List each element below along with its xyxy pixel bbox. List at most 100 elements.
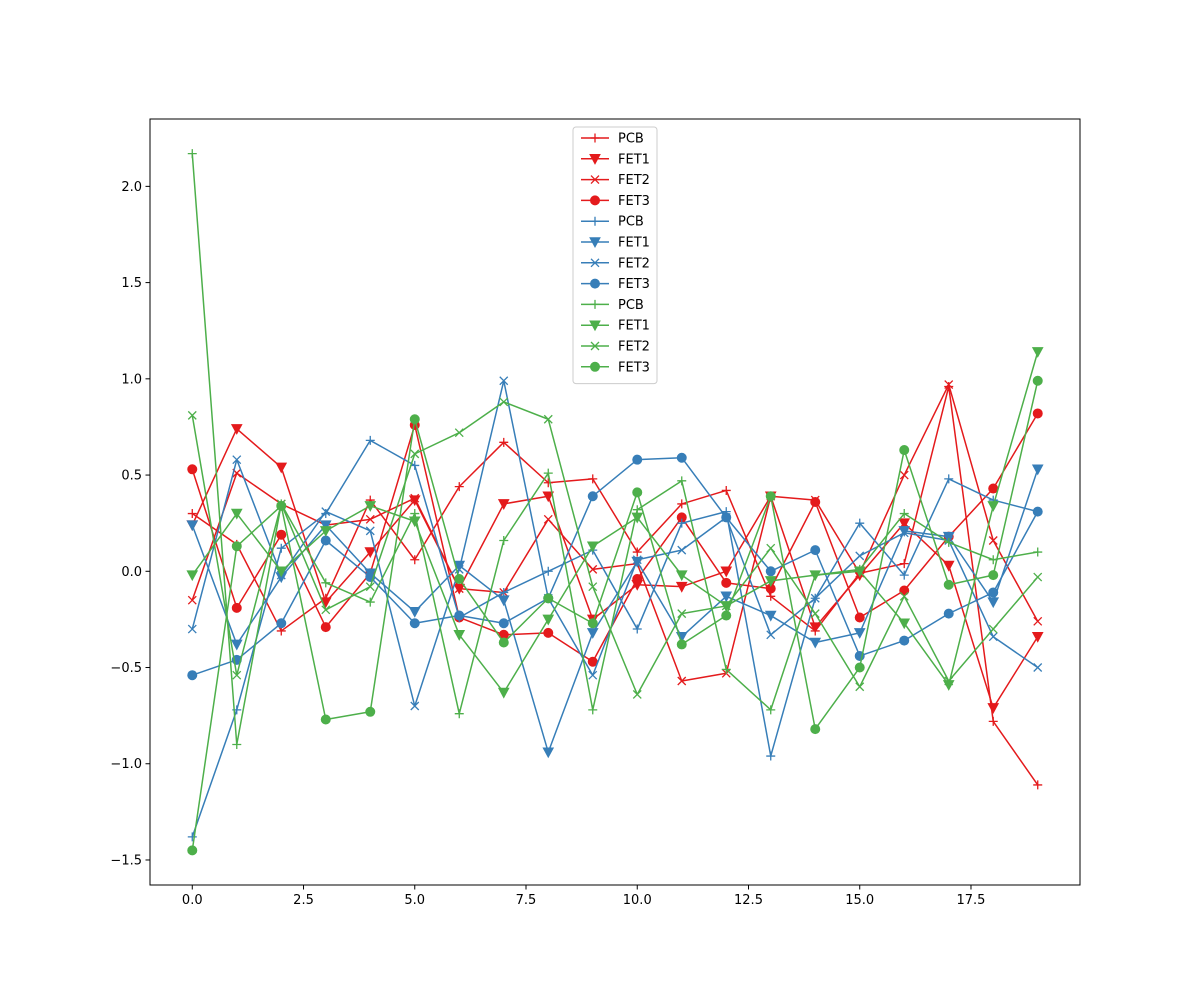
- data-point: [365, 526, 375, 536]
- data-point: [809, 570, 822, 582]
- data-point: [588, 564, 598, 574]
- series-2: [187, 380, 1043, 686]
- y-tick-label: 2.0: [121, 180, 142, 195]
- series-line: [191, 351, 1039, 694]
- data-point: [987, 597, 1000, 609]
- x-tick-label: 10.0: [623, 893, 652, 908]
- data-point: [187, 509, 197, 519]
- data-point: [453, 630, 466, 641]
- data-point: [586, 541, 599, 553]
- x-tick-label: 0.0: [182, 893, 203, 908]
- legend-label: FET2: [618, 340, 650, 355]
- legend-label: FET1: [618, 236, 650, 251]
- data-point: [588, 582, 598, 592]
- series-0: [187, 382, 1043, 790]
- data-point: [497, 687, 510, 699]
- data-point: [410, 460, 420, 470]
- data-point: [276, 500, 287, 511]
- data-point: [1033, 663, 1043, 672]
- legend-label: FET3: [618, 360, 650, 375]
- data-point: [408, 516, 421, 528]
- series-line: [191, 380, 1039, 707]
- data-point: [631, 512, 644, 524]
- legend-label: FET3: [618, 194, 650, 209]
- series-line: [191, 383, 1039, 682]
- data-point: [944, 537, 954, 547]
- data-point: [187, 845, 198, 856]
- data-point: [855, 682, 865, 692]
- data-point: [454, 428, 464, 438]
- data-point: [988, 587, 999, 598]
- legend-marker: [590, 195, 600, 206]
- x-tick-label: 7.5: [516, 893, 537, 908]
- legend-marker: [590, 299, 600, 309]
- plot-frame: [149, 118, 1081, 886]
- data-point: [942, 531, 955, 543]
- data-point: [187, 670, 198, 681]
- data-point: [587, 491, 598, 502]
- data-point: [410, 701, 420, 711]
- data-point: [543, 593, 554, 604]
- data-point: [899, 528, 909, 538]
- data-point: [898, 526, 911, 537]
- data-point: [766, 630, 776, 640]
- legend-marker: [589, 237, 601, 249]
- series-10: [187, 397, 1043, 699]
- data-point: [676, 639, 687, 650]
- data-point: [187, 832, 197, 842]
- data-point: [454, 482, 464, 492]
- data-point: [542, 491, 555, 503]
- data-point: [899, 470, 909, 480]
- data-point: [810, 724, 821, 735]
- data-point: [499, 535, 509, 545]
- legend-marker: [590, 361, 600, 372]
- data-point: [1033, 547, 1043, 557]
- y-tick-label: 1.0: [121, 372, 142, 387]
- legend-entry: PCB: [581, 215, 644, 230]
- data-point: [632, 690, 642, 699]
- series-4: [187, 435, 1043, 842]
- data-point: [588, 474, 598, 484]
- data-point: [586, 628, 599, 639]
- data-point: [543, 514, 553, 524]
- legend-label: FET1: [618, 152, 650, 167]
- data-point: [899, 591, 909, 601]
- data-point: [855, 518, 865, 528]
- data-point: [988, 483, 999, 494]
- data-point: [898, 618, 911, 630]
- data-point: [187, 149, 197, 159]
- data-point: [321, 507, 331, 517]
- series-line: [191, 401, 1039, 696]
- y-tick-label: 1.5: [121, 276, 142, 291]
- legend: PCB FET1 FET2 FET3 PCB FET1 FET2 FET3 PCB FET1 FET…: [572, 126, 658, 385]
- data-point: [632, 454, 643, 465]
- data-point: [677, 518, 687, 528]
- data-point: [497, 499, 510, 510]
- y-tick-label: −1.0: [110, 757, 142, 772]
- data-point: [588, 705, 598, 715]
- data-point: [187, 595, 197, 605]
- series-5: [186, 464, 1044, 759]
- data-point: [231, 541, 242, 552]
- data-point: [677, 676, 687, 686]
- data-point: [320, 714, 331, 725]
- data-point: [230, 424, 243, 435]
- data-point: [364, 501, 377, 512]
- data-point: [1033, 616, 1043, 626]
- series-9: [186, 347, 1044, 699]
- legend-box: [572, 126, 658, 385]
- data-point: [498, 618, 509, 629]
- data-point: [410, 555, 420, 565]
- data-point: [232, 670, 242, 680]
- legend-marker: [590, 278, 600, 289]
- data-point: [677, 499, 687, 509]
- data-point: [944, 676, 954, 686]
- data-point: [766, 705, 776, 715]
- data-point: [187, 624, 197, 634]
- legend-entry: PCB: [581, 132, 644, 147]
- data-point: [276, 529, 287, 540]
- data-point: [543, 478, 553, 488]
- data-point: [899, 585, 910, 596]
- legend-label: FET3: [618, 277, 650, 292]
